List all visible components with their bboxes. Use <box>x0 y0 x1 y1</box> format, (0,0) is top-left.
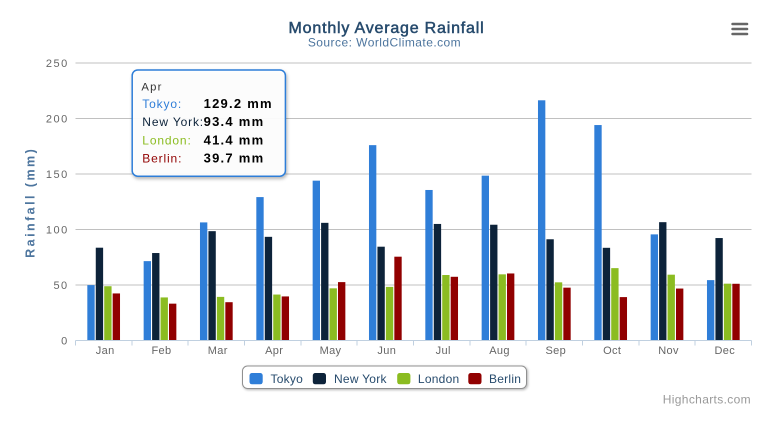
svg-text:50: 50 <box>53 280 68 292</box>
svg-text:Source: WorldClimate.com: Source: WorldClimate.com <box>308 36 461 50</box>
svg-text:Jun: Jun <box>377 345 396 357</box>
svg-text:250: 250 <box>46 58 69 70</box>
svg-text:Berlin:: Berlin: <box>142 152 182 166</box>
svg-text:41.4 mm: 41.4 mm <box>204 132 265 147</box>
svg-text:Mar: Mar <box>208 345 228 357</box>
svg-text:Dec: Dec <box>714 345 735 357</box>
svg-text:New York:: New York: <box>142 115 204 129</box>
svg-text:Jan: Jan <box>96 345 115 357</box>
svg-text:New York: New York <box>334 372 387 386</box>
svg-text:Aug: Aug <box>489 345 510 357</box>
svg-text:Oct: Oct <box>603 345 621 357</box>
svg-text:Highcharts.com: Highcharts.com <box>663 393 751 407</box>
svg-text:Feb: Feb <box>151 345 171 357</box>
svg-text:Apr: Apr <box>265 345 283 357</box>
svg-text:129.2 mm: 129.2 mm <box>204 96 273 111</box>
svg-text:London: London <box>418 372 460 386</box>
svg-text:Jul: Jul <box>436 345 451 357</box>
svg-text:May: May <box>320 345 342 357</box>
svg-text:Sep: Sep <box>545 345 566 357</box>
svg-text:100: 100 <box>46 225 69 237</box>
svg-text:39.7 mm: 39.7 mm <box>204 151 265 166</box>
svg-text:Apr: Apr <box>141 81 162 93</box>
svg-text:London:: London: <box>142 133 191 147</box>
svg-text:93.4 mm: 93.4 mm <box>204 114 265 129</box>
svg-text:200: 200 <box>46 114 69 126</box>
svg-text:0: 0 <box>61 336 69 348</box>
svg-text:Rainfall (mm): Rainfall (mm) <box>24 147 38 258</box>
svg-text:150: 150 <box>46 169 69 181</box>
svg-text:Tokyo:: Tokyo: <box>142 97 182 111</box>
svg-text:Tokyo: Tokyo <box>271 372 304 386</box>
svg-text:Berlin: Berlin <box>489 372 521 386</box>
svg-text:Nov: Nov <box>658 345 679 357</box>
svg-text:Monthly Average Rainfall: Monthly Average Rainfall <box>289 20 485 37</box>
